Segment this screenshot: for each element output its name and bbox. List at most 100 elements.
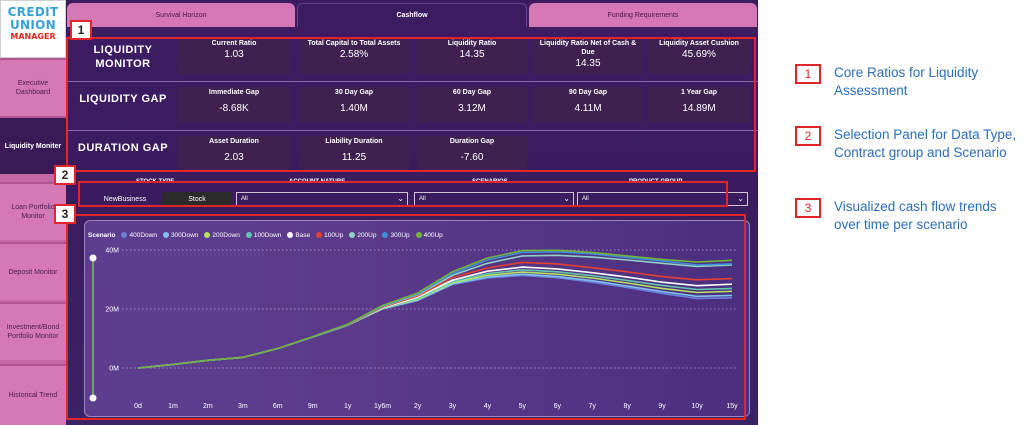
metric-value: -8.68K	[219, 103, 249, 114]
legend-label: 100Up	[324, 231, 344, 239]
annotation-number-2: 2	[54, 165, 76, 185]
metric-60-day-gap: 60 Day Gap 3.12M	[417, 87, 527, 123]
metric-value: 3.12M	[458, 103, 486, 114]
tab-funding-requirements[interactable]: Funding Requirements	[529, 3, 757, 27]
metric-title: 30 Day Gap	[334, 89, 374, 96]
side-annotation-text-2: Selection Panel for Data Type, Contract …	[834, 127, 1017, 160]
tab-bar: Survival Horizon Cashflow Funding Requir…	[66, 0, 758, 27]
legend-dot-icon	[415, 232, 422, 238]
metric-duration-gap: Duration Gap -7.60	[417, 136, 527, 172]
logo-line-2: UNION	[10, 18, 56, 32]
logo-line-3: MANAGER	[10, 32, 56, 41]
legend-item-300down[interactable]: 300Down	[162, 231, 199, 239]
credit-union-manager-logo: CREDIT UNION MANAGER	[0, 0, 66, 58]
legend-item-100down[interactable]: 100Down	[245, 231, 282, 239]
side-annotation-number-1: 1	[795, 64, 821, 84]
liquidity-monitor-label: LIQUIDITY MONITOR	[93, 44, 153, 70]
side-annotation-number-2: 2	[795, 126, 821, 146]
metric-title: Current Ratio	[211, 40, 257, 47]
sidebar-item-historical-trend[interactable]: Historical Trend	[0, 364, 66, 425]
sidebar-item-label: Historical Trend	[8, 392, 58, 399]
duration-gap-label: DURATION GAP	[77, 142, 169, 154]
metric-value: 45.69%	[682, 49, 716, 60]
legend-label: 300Down	[170, 231, 199, 239]
legend-dot-icon	[349, 232, 356, 238]
legend-label: Base	[295, 231, 311, 239]
tab-survival-horizon[interactable]: Survival Horizon	[67, 3, 295, 27]
sidebar-item-executive-dashboard[interactable]: Executive Dashboard	[0, 58, 66, 116]
legend-item-300up[interactable]: 300Up	[382, 231, 410, 239]
metric-title: Asset Duration	[209, 138, 259, 145]
metric-total-capital-to-total-assets: Total Capital to Total Assets 2.58%	[299, 38, 409, 74]
metric-liquidity-ratio-net-of-cash: Liquidity Ratio Net of Cash & Due 14.35	[533, 38, 643, 74]
legend-dot-icon	[121, 232, 128, 238]
sidebar: CREDIT UNION MANAGER Executive Dashboard…	[0, 0, 66, 425]
side-annotation-text-3: Visualized cash flow trends over time pe…	[834, 199, 997, 232]
legend-label: 400Up	[423, 231, 443, 239]
metric-value: 14.89M	[682, 103, 716, 114]
legend-item-200down[interactable]: 200Down	[204, 231, 240, 239]
metric-current-ratio: Current Ratio 1.03	[178, 38, 290, 74]
legend-dot-icon	[162, 232, 169, 238]
metric-value: 11.25	[341, 152, 367, 163]
metric-liquidity-ratio: Liquidity Ratio 14.35	[417, 38, 527, 74]
legend-item-base[interactable]: Base	[287, 232, 310, 239]
side-annotation-number-3: 3	[795, 198, 821, 218]
legend-item-400down[interactable]: 400Down	[121, 231, 157, 239]
chevron-down-icon: ⌄	[563, 194, 570, 203]
metric-value: -7.60	[460, 152, 484, 163]
legend-item-100up[interactable]: 100Up	[316, 232, 343, 239]
tab-label: Survival Horizon	[155, 11, 207, 19]
metric-title: 1 Year Gap	[680, 89, 718, 96]
toggle-label: Stock	[188, 195, 206, 203]
legend-item-200up[interactable]: 200Up	[349, 232, 376, 239]
logo-line-1: CREDIT	[7, 5, 59, 19]
liquidity-gap-label: LIQUIDITY GAP	[79, 93, 167, 105]
stock-type-stock-button[interactable]: Stock	[162, 192, 232, 206]
legend-item-400up[interactable]: 400Up	[415, 231, 443, 239]
legend-label: 300Up	[390, 231, 410, 239]
tab-label: Cashflow	[396, 12, 428, 19]
metric-title: Liquidity Ratio	[447, 40, 497, 47]
metric-title: Total Capital to Total Assets	[307, 40, 401, 47]
dropdown-value: All	[241, 196, 248, 202]
toggle-label: NewBusiness	[103, 195, 147, 203]
side-annotation-text-1: Core Ratios for Liquidity Assessment	[834, 65, 979, 98]
legend-dot-icon	[382, 232, 389, 238]
metric-value: 2.58%	[339, 49, 369, 60]
metric-title: Immediate Gap	[208, 89, 260, 96]
annotation-box-core-ratios	[66, 37, 756, 172]
metric-title: 90 Day Gap	[568, 89, 608, 96]
tab-label: Funding Requirements	[607, 11, 679, 19]
metric-value: 2.03	[224, 152, 244, 163]
metric-value: 1.40M	[340, 103, 368, 114]
annotation-box-selection-panel	[78, 181, 728, 207]
metric-title: Liability Duration	[325, 138, 383, 145]
chevron-down-icon: ⌄	[737, 194, 744, 203]
metric-30-day-gap: 30 Day Gap 1.40M	[299, 87, 409, 123]
legend-dot-icon	[204, 232, 211, 238]
dropdown-value: All	[582, 196, 589, 202]
legend-dot-icon	[316, 232, 323, 238]
dropdown-value: All	[419, 196, 426, 202]
legend-label: 200Down	[212, 231, 240, 239]
stock-type-newbusiness-button[interactable]: NewBusiness	[94, 192, 156, 206]
sidebar-item-label: Liquidity Moniter	[4, 142, 62, 150]
legend-label: 400Down	[129, 231, 157, 239]
sidebar-item-investment-bond-portfolio-monitor[interactable]: Investment/Bond Portfolio Monitor	[0, 302, 66, 360]
sidebar-item-deposit-monitor[interactable]: Deposit Monitor	[0, 242, 66, 300]
metric-liability-duration: Liability Duration 11.25	[299, 136, 409, 172]
chevron-down-icon: ⌄	[397, 194, 404, 203]
legend-label: 100Down	[253, 231, 282, 239]
legend-title: Scenario	[88, 231, 116, 239]
sidebar-item-liquidity-monitor[interactable]: Liquidity Moniter	[0, 116, 66, 174]
metric-asset-duration: Asset Duration 2.03	[178, 136, 290, 172]
annotation-box-cashflow-chart	[66, 214, 746, 420]
tab-cashflow[interactable]: Cashflow	[297, 3, 527, 27]
metric-title: Liquidity Asset Cushion	[659, 40, 739, 47]
row-divider	[66, 130, 758, 131]
metric-value: 4.11M	[574, 103, 602, 114]
metric-title: Liquidity Ratio Net of Cash & Due	[539, 40, 637, 56]
annotation-number-1: 1	[70, 20, 92, 40]
legend-dot-icon	[245, 232, 252, 238]
